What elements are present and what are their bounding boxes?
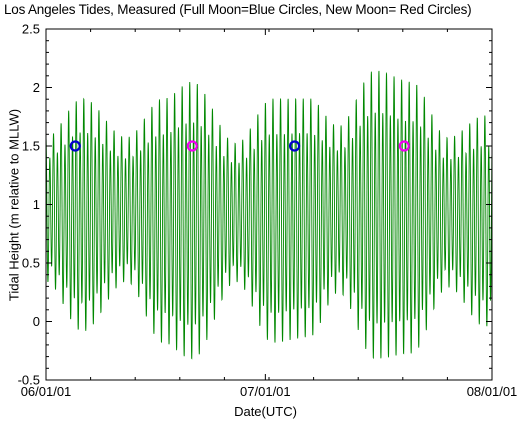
y-tick-label: 2.5 — [22, 22, 40, 37]
y-tick-label: 1.5 — [22, 139, 40, 154]
x-axis-label: Date(UTC) — [234, 404, 297, 419]
y-tick-label: 0 — [33, 314, 40, 329]
x-tick-label: 07/01/01 — [240, 384, 291, 399]
new-moon-marker — [398, 140, 410, 152]
moon-markers — [69, 140, 410, 152]
axes: -0.5 0 0.5 1 1.5 2 2.5 06/01/01 07/01/01 08/01/01 — [18, 22, 518, 400]
full-moon-marker — [69, 140, 81, 152]
y-tick-label: -0.5 — [18, 373, 40, 388]
y-tick-label: 2 — [33, 80, 40, 95]
x-tick-label: 08/01/01 — [467, 384, 518, 399]
y-tick-label: 1 — [33, 197, 40, 212]
plot-series — [45, 70, 493, 360]
chart-title: Los Angeles Tides, Measured (Full Moon=B… — [4, 2, 472, 17]
new-moon-marker — [186, 140, 198, 152]
x-tick-label: 06/01/01 — [21, 384, 72, 399]
y-tick-label: 0.5 — [22, 256, 40, 271]
tide-series-line — [45, 70, 493, 360]
full-moon-marker — [288, 140, 301, 152]
